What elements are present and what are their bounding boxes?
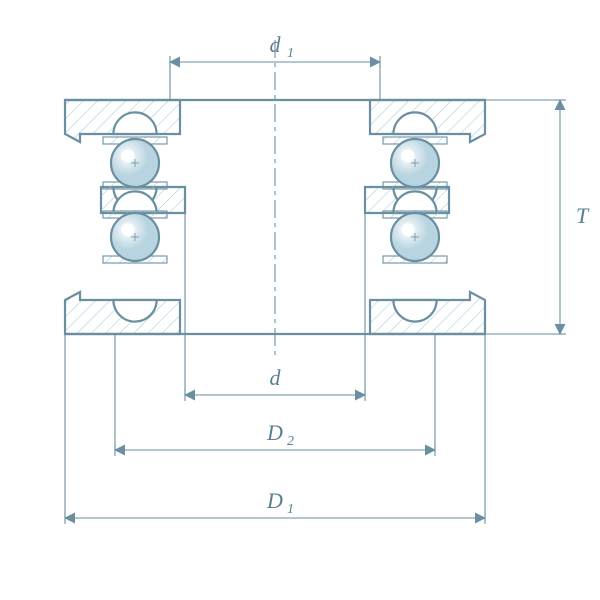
svg-text:d: d: [270, 365, 282, 390]
svg-text:1: 1: [287, 502, 294, 517]
svg-text:D: D: [266, 420, 283, 445]
svg-text:1: 1: [287, 46, 294, 61]
svg-text:2: 2: [287, 434, 294, 449]
svg-text:d: d: [270, 32, 282, 57]
svg-text:T: T: [576, 203, 590, 228]
svg-text:D: D: [266, 488, 283, 513]
